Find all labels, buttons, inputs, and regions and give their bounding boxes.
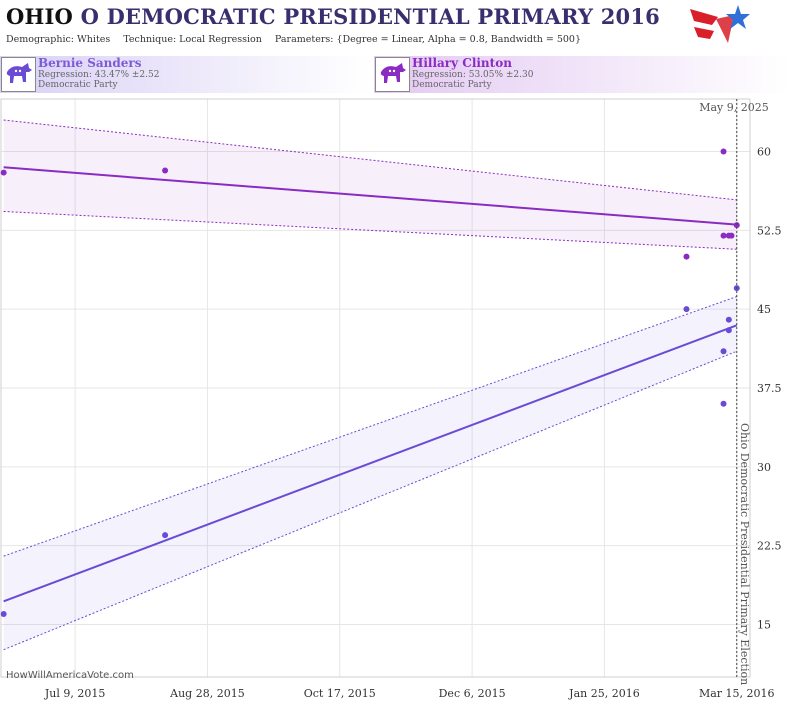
poll-point	[725, 316, 732, 323]
election-label: Ohio Democratic Presidential Primary Ele…	[738, 423, 751, 685]
y-tick-label: 60	[757, 146, 771, 159]
poll-point	[0, 169, 7, 176]
chart-header: OHIO O DEMOCRATIC PRESIDENTIAL PRIMARY 2…	[0, 0, 789, 56]
poll-point	[162, 167, 169, 174]
poll-point	[683, 253, 690, 260]
x-tick-label: Jan 25, 2016	[568, 687, 640, 700]
candidate-card-sanders: Bernie Sanders Regression: 43.47% ±2.52 …	[0, 56, 370, 93]
candidate-legend: Bernie Sanders Regression: 43.47% ±2.52 …	[0, 56, 789, 93]
y-axis-ticks: 15 22.5 30 37.5 45 52.5 60	[757, 146, 782, 632]
page-title: OHIO O DEMOCRATIC PRESIDENTIAL PRIMARY 2…	[6, 4, 660, 29]
trend-lines	[3, 166, 738, 603]
title-text: O DEMOCRATIC PRESIDENTIAL PRIMARY 2016	[73, 4, 660, 29]
confidence-band	[3, 120, 737, 250]
trend-line	[3, 324, 738, 603]
poll-points	[0, 148, 740, 617]
y-tick-label: 52.5	[757, 224, 782, 237]
band-upper-line	[3, 296, 737, 557]
x-tick-label: Dec 6, 2015	[439, 687, 506, 700]
candidate-regression: Regression: 53.05% ±2.30	[412, 70, 534, 80]
candidate-card-clinton: Hillary Clinton Regression: 53.05% ±2.30…	[374, 56, 789, 93]
y-tick-label: 45	[757, 303, 771, 316]
regression-chart: 15 22.5 30 37.5 45 52.5 60 Jul 9, 2015 Aug 28, …	[0, 98, 782, 700]
y-tick-label: 30	[757, 461, 771, 474]
poll-point	[725, 327, 732, 334]
x-tick-label: Oct 17, 2015	[304, 687, 376, 700]
watermark: HowWillAmericaVote.com	[6, 670, 134, 681]
poll-point	[162, 532, 169, 539]
poll-point	[728, 232, 735, 239]
poll-point	[683, 306, 690, 313]
poll-point	[733, 222, 740, 229]
star-flag-logo-icon	[690, 5, 750, 43]
plot-frame	[0, 98, 751, 678]
confidence-bands	[3, 119, 737, 651]
poll-point	[720, 232, 727, 239]
poll-point	[720, 400, 727, 407]
poll-point	[720, 348, 727, 355]
x-tick-label: Aug 28, 2015	[169, 687, 245, 700]
candidate-party: Democratic Party	[38, 80, 118, 90]
band-upper-line	[3, 119, 737, 201]
trend-line	[3, 166, 737, 226]
poll-point	[720, 148, 727, 155]
candidate-name: Bernie Sanders	[38, 56, 142, 70]
poll-point	[0, 610, 7, 617]
date-marker-label: May 9, 2025	[699, 101, 769, 114]
x-tick-label: Mar 15, 2016	[699, 687, 775, 700]
y-tick-label: 15	[757, 618, 771, 631]
x-axis-ticks: Jul 9, 2015 Aug 28, 2015 Oct 17, 2015 Dec 6…	[44, 687, 775, 700]
confidence-band	[3, 296, 737, 650]
donkey-icon	[1, 57, 36, 92]
donkey-icon	[375, 57, 410, 92]
candidate-party: Democratic Party	[412, 80, 492, 90]
x-tick-label: Jul 9, 2015	[44, 687, 106, 700]
technique-label: Technique: Local Regression	[123, 34, 262, 45]
subtitle: Demographic: Whites Technique: Local Reg…	[6, 34, 591, 45]
parameters-label: Parameters: {Degree = Linear, Alpha = 0.…	[274, 34, 582, 45]
candidate-name: Hillary Clinton	[412, 56, 512, 70]
candidate-regression: Regression: 43.47% ±2.52	[38, 70, 160, 80]
y-tick-label: 22.5	[757, 540, 782, 553]
y-tick-label: 37.5	[757, 382, 782, 395]
demographic-label: Demographic: Whites	[6, 34, 111, 45]
state-name: OHIO	[6, 4, 74, 29]
